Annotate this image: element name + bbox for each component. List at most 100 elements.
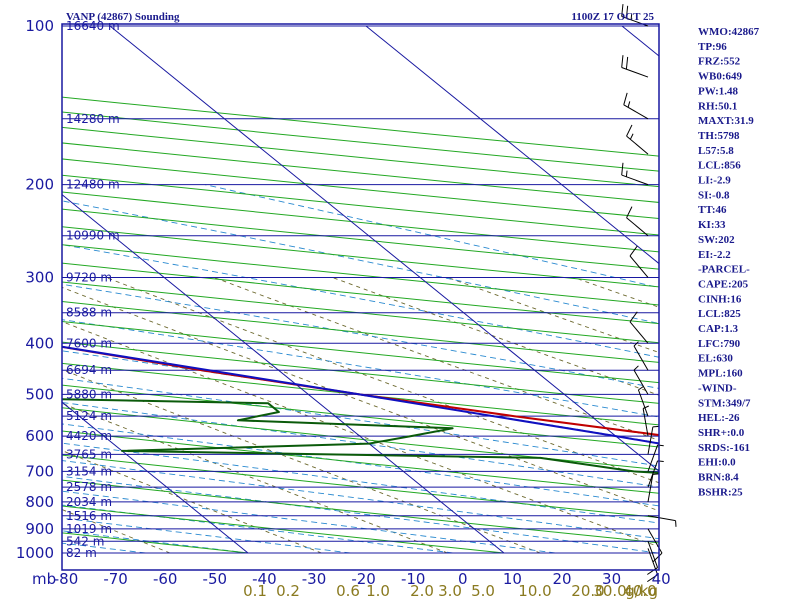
wind-barb (633, 341, 649, 371)
index-line: TP:96 (698, 41, 727, 53)
mixing-ratio-label: 5.0 (471, 582, 495, 600)
wind-barb-staff (637, 389, 649, 417)
wind-barb-flag (623, 92, 628, 105)
height-label: 1019 m (66, 522, 112, 536)
wind-barb (642, 405, 649, 437)
index-line: CAPE:205 (698, 278, 749, 290)
wind-barb-half-flag (625, 170, 628, 177)
mixing-ratio-label: 30.0 (593, 582, 626, 600)
pressure-tick-label: 900 (25, 520, 54, 538)
index-line: SI:-0.8 (698, 189, 730, 201)
temperature-tick-labels: -80 -70 -60 -50 -40 -30 -20 -10 0 10 20 30 40 (54, 570, 671, 588)
height-label: 10990 m (66, 229, 120, 243)
temperature-tick-label: 10 (503, 570, 522, 588)
chart-time: 1100Z 17 OCT 25 (571, 11, 654, 23)
height-label: 3765 m (66, 447, 112, 461)
mixing-ratio-label: 40.0 (623, 582, 656, 600)
index-line: SHR+:0.0 (698, 427, 745, 439)
index-line: WMO:42867 (698, 26, 760, 38)
pressure-axis-label: mb (32, 570, 56, 588)
index-line: CAP:1.3 (698, 323, 739, 335)
index-line: -WIND- (698, 382, 737, 394)
isotherm (365, 25, 659, 265)
index-line: -PARCEL- (698, 264, 750, 276)
mixing-ratio-unit: g/kg (625, 582, 658, 600)
index-line: SW:202 (698, 234, 735, 246)
height-label: 2578 m (66, 480, 112, 494)
pressure-tick-labels: 100 200 300 400 500 600 700 800 900 1000 (16, 17, 54, 562)
height-label: 14280 m (66, 112, 120, 126)
wind-barb-staff (647, 541, 659, 568)
pressure-tick-label: 700 (25, 462, 54, 480)
parcel-line (62, 345, 659, 445)
sounding-indices: WMO:42867 TP:96 FRZ:552 WB0:649 PW:1.48 RH:50… (698, 26, 760, 498)
mixing-ratio-label: 10.0 (518, 582, 551, 600)
wind-barb-staff (633, 345, 649, 371)
mixing-ratio-label: 3.0 (438, 582, 462, 600)
isobars (62, 25, 659, 554)
height-label: 5124 m (66, 409, 112, 423)
index-line: EL:630 (698, 353, 733, 365)
wind-barb (621, 55, 649, 78)
index-line: STM:349/7 (698, 397, 751, 409)
wind-barb-flag (629, 311, 638, 323)
wind-barb-staff (647, 515, 676, 522)
wind-barb-staff (629, 255, 649, 278)
mixing-ratio-line (332, 276, 659, 396)
moist-adiabat (62, 200, 659, 324)
wind-barb-flag (621, 4, 624, 17)
height-labels: 16640 m 14280 m 12480 m 10990 m 9720 m 8588 m… (66, 19, 120, 560)
index-line: EHI:0.0 (698, 457, 736, 469)
index-line: LCL:825 (698, 308, 741, 320)
wind-barb-flag (625, 5, 629, 19)
index-line: TT:46 (698, 204, 727, 216)
height-label: 16640 m (66, 19, 120, 33)
isotherm (62, 193, 505, 554)
index-line: LCL:856 (698, 160, 741, 172)
wind-barb-flag (621, 55, 624, 68)
wind-barb (626, 206, 649, 237)
moist-adiabat (62, 442, 659, 524)
height-label: 4420 m (66, 429, 112, 443)
height-label: 2034 m (66, 495, 112, 509)
temperature-tick-label: 30 (602, 570, 621, 588)
wind-barb-staff (642, 408, 649, 437)
wind-barb-half-flag (627, 101, 631, 108)
wind-barb-half-flag (630, 13, 633, 20)
chart-title: VANP (42867) Sounding (66, 11, 180, 23)
temperature-tick-label: -10 (401, 570, 426, 588)
wind-barb-half-flag (642, 405, 649, 409)
temperature-tick-label: -50 (203, 570, 228, 588)
temperature-tick-label: -60 (153, 570, 178, 588)
wind-barb-staff (633, 369, 649, 395)
temperature-tick-label: -70 (103, 570, 128, 588)
moist-adiabat (62, 244, 659, 358)
moist-adiabat (62, 517, 351, 554)
index-line: LI:-2.9 (698, 175, 731, 187)
index-line: BRN:8.4 (698, 472, 739, 484)
height-label: 82 m (66, 546, 97, 560)
wind-barb (626, 124, 649, 155)
pressure-tick-label: 800 (25, 493, 54, 511)
height-label: 6694 m (66, 363, 112, 377)
isotherm (62, 401, 249, 554)
moist-adiabat (62, 283, 659, 389)
wind-barb (637, 385, 649, 417)
temperature-tick-label: -30 (302, 570, 327, 588)
height-label: 7600 m (66, 336, 112, 350)
wind-barb (633, 365, 649, 395)
wind-barb (621, 162, 649, 186)
wind-barbs (621, 4, 677, 583)
pressure-tick-label: 200 (25, 176, 54, 194)
mixing-ratio-label: 0.1 (243, 582, 267, 600)
index-line: FRZ:552 (698, 56, 741, 68)
dewpoint-line (62, 398, 659, 474)
wind-barb-half-flag (633, 341, 639, 347)
wind-barb (629, 245, 649, 278)
index-line: MAXT:31.9 (698, 115, 754, 127)
height-label: 3154 m (66, 464, 112, 478)
mixing-ratio-line (62, 369, 541, 554)
wind-barb (629, 311, 649, 344)
